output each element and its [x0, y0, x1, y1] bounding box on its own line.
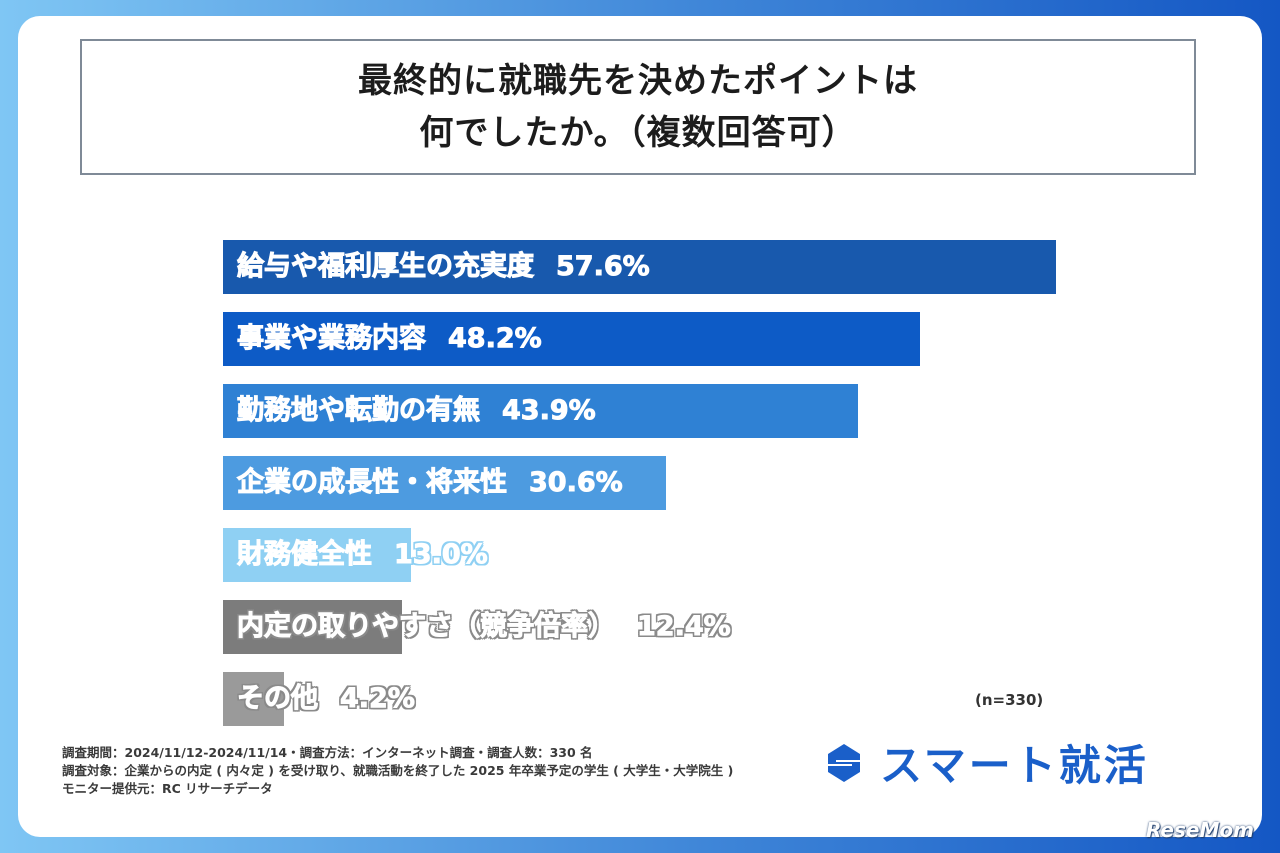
title-box: 最終的に就職先を決めたポイントは 何でしたか。（複数回答可） — [80, 39, 1196, 175]
bar-label-5: 財務健全性 13.0% — [237, 528, 489, 582]
survey-notes: 調査期間：2024/11/12-2024/11/14・調査方法：インターネット調… — [62, 744, 733, 798]
bar-2 — [223, 312, 920, 366]
brand-s-icon — [828, 744, 860, 782]
bar-7 — [223, 672, 284, 726]
sample-size-label: (n=330) — [975, 691, 1044, 709]
bar-6 — [223, 600, 402, 654]
bar-label-3: 勤務地や転勤の有無 43.9% — [237, 384, 597, 438]
value-label: 4.2% — [340, 683, 416, 715]
bar-label-6: 内定の取りやすさ（競争倍率） 12.4% — [237, 600, 732, 654]
survey-note-target: 調査対象：企業からの内定 ( 内々定 ) を受け取り、就職活動を終了した 202… — [62, 763, 734, 778]
value-label: 12.4% — [637, 611, 732, 643]
bar-label-7: その他 4.2% — [237, 672, 416, 726]
bar-3 — [223, 384, 858, 438]
title-line-1: 最終的に就職先を決めたポイントは — [358, 61, 918, 101]
value-label: 48.2% — [448, 323, 543, 355]
category-label: 給与や福利厚生の充実度 — [237, 251, 535, 283]
value-label: 13.0% — [394, 539, 489, 571]
bar-label-4: 企業の成長性・将来性 30.6% — [237, 456, 624, 510]
bar-1 — [223, 240, 1056, 294]
resemom-watermark: ReseMom — [1146, 818, 1254, 842]
survey-note-period: 調査期間：2024/11/12-2024/11/14・調査方法：インターネット調… — [62, 745, 593, 760]
title-line-2: 何でしたか。（複数回答可） — [419, 113, 857, 153]
bar-4 — [223, 456, 666, 510]
value-label: 57.6% — [556, 251, 651, 283]
category-label: その他 — [237, 683, 319, 715]
bar-label-2: 事業や業務内容 48.2% — [237, 312, 543, 366]
category-label: 事業や業務内容 — [237, 323, 427, 355]
category-label: 勤務地や転勤の有無 — [237, 395, 481, 427]
category-label: 企業の成長性・将来性 — [237, 467, 508, 499]
value-label: 30.6% — [529, 467, 624, 499]
value-label: 43.9% — [502, 395, 597, 427]
bar-5 — [223, 528, 411, 582]
brand-name: スマート就活 — [880, 740, 1149, 790]
survey-note-source: モニター提供元：RC リサーチデータ — [62, 781, 273, 796]
category-label: 内定の取りやすさ（競争倍率） — [237, 611, 616, 643]
category-label: 財務健全性 — [237, 539, 373, 571]
bar-label-1: 給与や福利厚生の充実度 57.6% — [237, 240, 651, 294]
brand-logo: スマート就活 — [822, 736, 1149, 790]
